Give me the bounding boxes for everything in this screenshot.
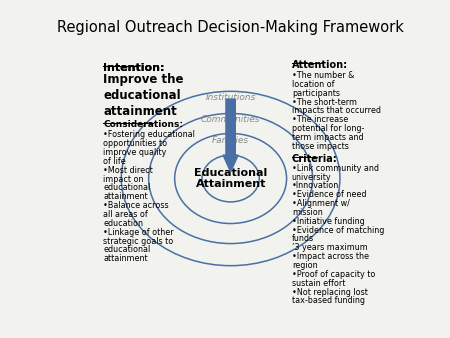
Text: attainment: attainment [103, 254, 148, 263]
Text: Intention:: Intention: [103, 63, 165, 73]
Text: •Evidence of need: •Evidence of need [292, 190, 366, 199]
Text: region: region [292, 261, 317, 270]
Text: improve quality: improve quality [103, 148, 166, 157]
Text: ’3 years maximum: ’3 years maximum [292, 243, 368, 252]
Text: •Not replacing lost: •Not replacing lost [292, 288, 368, 296]
Text: all areas of: all areas of [103, 210, 148, 219]
Text: university: university [292, 172, 331, 182]
Text: mission: mission [292, 208, 323, 217]
Text: •Proof of capacity to: •Proof of capacity to [292, 270, 375, 279]
Text: attainment: attainment [103, 192, 148, 201]
Text: Institutions: Institutions [206, 93, 256, 102]
Text: Educational
Attainment: Educational Attainment [194, 168, 267, 189]
Text: educational: educational [103, 245, 150, 255]
Text: sustain effort: sustain effort [292, 279, 345, 288]
Text: impact on: impact on [103, 175, 144, 184]
Text: •Balance across: •Balance across [103, 201, 169, 210]
Text: educational: educational [103, 184, 150, 192]
Text: •The number &: •The number & [292, 71, 354, 80]
Text: participants: participants [292, 89, 340, 98]
Text: •Alignment w/: •Alignment w/ [292, 199, 350, 208]
Text: •Innovation: •Innovation [292, 182, 339, 190]
Text: •Initiative funding: •Initiative funding [292, 217, 365, 226]
Text: •Fostering educational: •Fostering educational [103, 130, 195, 139]
Text: tax-based funding: tax-based funding [292, 296, 365, 306]
Text: opportunities to: opportunities to [103, 139, 167, 148]
Text: Intention:: Intention: [103, 63, 165, 73]
Text: those impacts: those impacts [292, 142, 349, 151]
Text: education: education [103, 219, 143, 228]
Text: •Linkage of other: •Linkage of other [103, 228, 174, 237]
Text: potential for long-: potential for long- [292, 124, 364, 133]
Text: •The short-term: •The short-term [292, 98, 357, 106]
Text: funds: funds [292, 235, 314, 243]
Text: Regional Outreach Decision-Making Framework: Regional Outreach Decision-Making Framew… [57, 20, 404, 35]
Text: Attention:: Attention: [292, 60, 348, 70]
Text: Considerations:: Considerations: [103, 120, 183, 129]
Text: •Evidence of matching: •Evidence of matching [292, 225, 384, 235]
Text: Improve the
educational
attainment: Improve the educational attainment [103, 73, 184, 118]
Text: •Impact across the: •Impact across the [292, 252, 369, 261]
FancyArrow shape [223, 99, 238, 172]
Text: location of: location of [292, 80, 334, 89]
Text: term impacts and: term impacts and [292, 133, 364, 142]
Text: Families: Families [212, 136, 249, 145]
Text: Communities: Communities [201, 116, 261, 124]
Text: •The increase: •The increase [292, 115, 348, 124]
Text: strategic goals to: strategic goals to [103, 237, 173, 245]
Text: Criteria:: Criteria: [292, 154, 338, 164]
Text: •Most direct: •Most direct [103, 166, 153, 175]
Text: •Link community and: •Link community and [292, 164, 379, 173]
Text: of life: of life [103, 157, 126, 166]
Text: impacts that occurred: impacts that occurred [292, 106, 381, 115]
